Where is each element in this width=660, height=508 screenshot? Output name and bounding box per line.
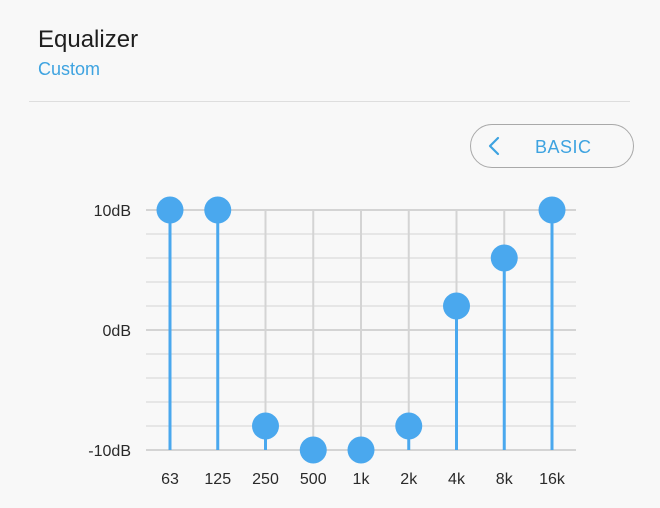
page-title: Equalizer <box>38 26 139 53</box>
y-tick-label: 0dB <box>103 323 131 340</box>
preset-name: Custom <box>38 59 101 79</box>
chevron-left-icon <box>488 136 500 156</box>
band-slider-knob-125[interactable] <box>204 196 232 224</box>
band-slider-knob-500[interactable] <box>299 436 327 464</box>
basic-mode-button[interactable]: BASIC <box>470 124 634 168</box>
band-frequency-label: 16k <box>539 471 566 488</box>
band-frequency-label: 1k <box>353 471 371 488</box>
band-frequency-label: 4k <box>448 471 466 488</box>
band-frequency-label: 250 <box>252 471 279 488</box>
band-frequency-label: 2k <box>400 471 418 488</box>
band-frequency-label: 125 <box>204 471 231 488</box>
band-slider-knob-4k[interactable] <box>443 292 470 320</box>
band-frequency-label: 63 <box>161 471 179 488</box>
band-slider-knob-63[interactable] <box>156 196 184 224</box>
basic-mode-label: BASIC <box>535 137 592 157</box>
band-slider-knob-2k[interactable] <box>395 412 423 440</box>
band-frequency-label: 500 <box>300 471 327 488</box>
band-slider-knob-8k[interactable] <box>490 244 518 272</box>
header-divider <box>29 101 630 102</box>
band-slider-knob-250[interactable] <box>252 412 279 440</box>
band-slider-knob-1k[interactable] <box>347 436 375 464</box>
band-slider-knob-16k[interactable] <box>538 196 566 224</box>
y-tick-label: 10dB <box>94 203 131 220</box>
y-tick-label: -10dB <box>88 443 131 460</box>
band-frequency-label: 8k <box>496 471 514 488</box>
